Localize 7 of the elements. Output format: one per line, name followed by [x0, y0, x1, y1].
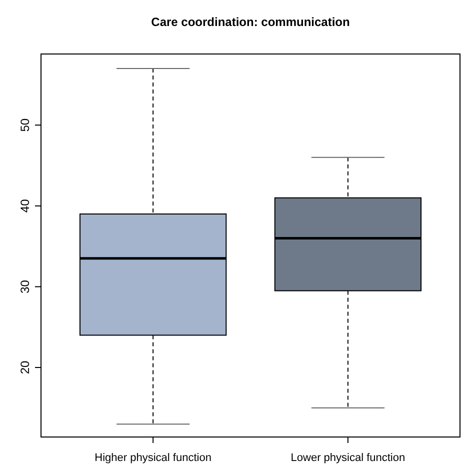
x-tick-label: Higher physical function — [94, 452, 212, 464]
y-tick-label: 40 — [18, 198, 32, 213]
y-tick-label: 50 — [18, 118, 32, 132]
x-tick-label: Lower physical function — [290, 452, 406, 464]
chart-title: Care coordination: communication — [151, 15, 350, 29]
y-tick-label: 20 — [18, 360, 32, 374]
y-tick-label: 30 — [18, 280, 32, 294]
